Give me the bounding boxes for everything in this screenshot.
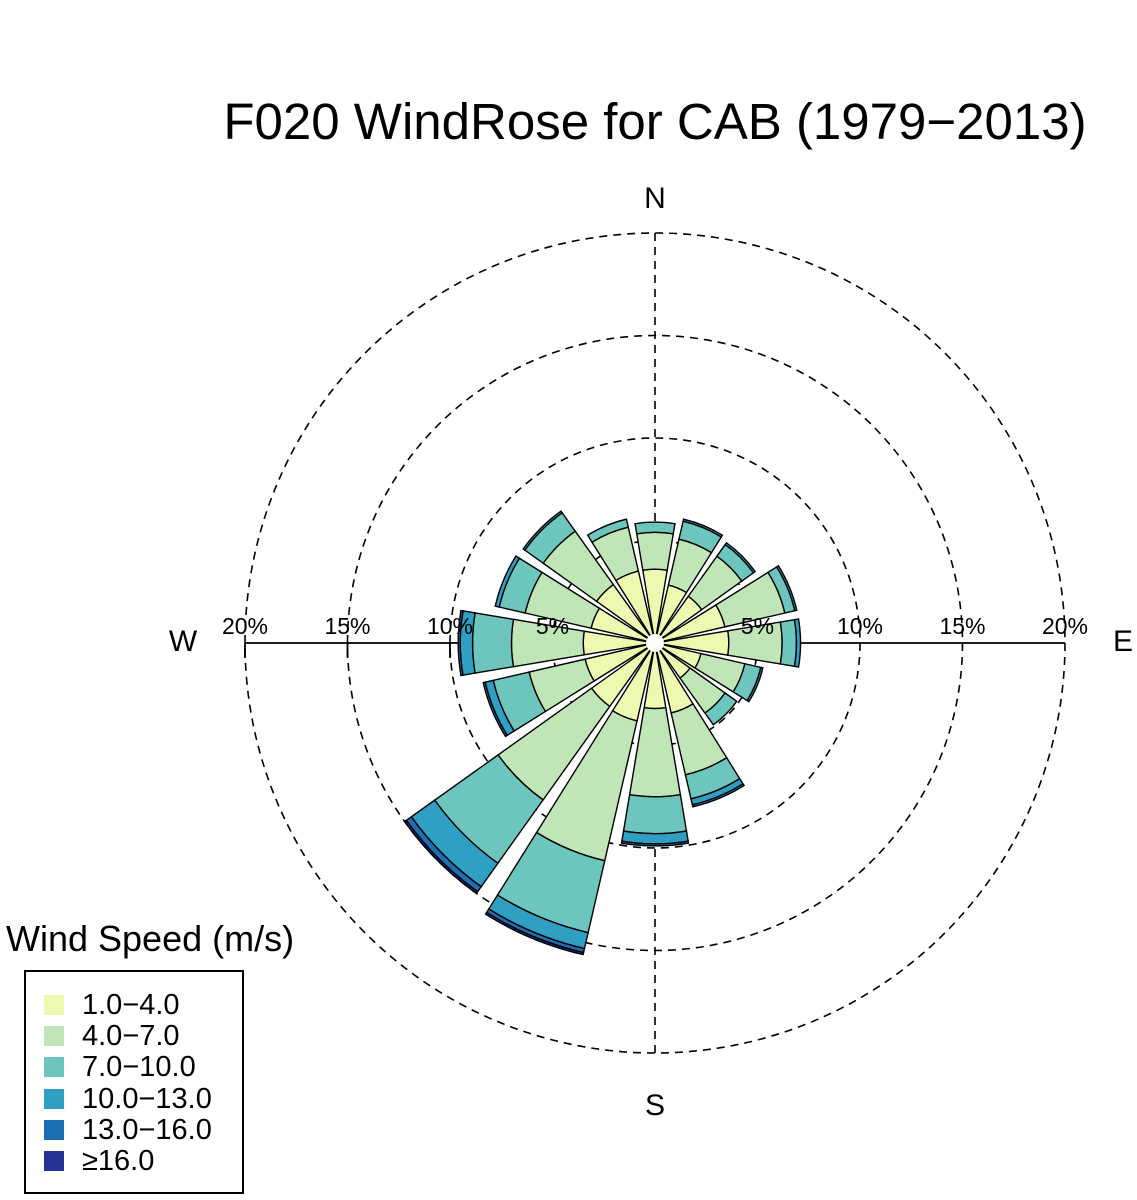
petal bbox=[482, 642, 656, 738]
petal bbox=[457, 609, 656, 677]
petal-segment bbox=[403, 819, 479, 895]
petal bbox=[620, 642, 690, 847]
chart-title: F020 WindRose for CAB (1979−2013) bbox=[223, 93, 1087, 150]
legend-label: 7.0−10.0 bbox=[82, 1051, 196, 1083]
petal-segment bbox=[793, 618, 802, 668]
petal bbox=[654, 618, 802, 668]
radial-tick-label: 5% bbox=[536, 613, 569, 639]
petal-segment bbox=[471, 612, 515, 674]
compass-label: S bbox=[645, 1089, 665, 1122]
petal-segment bbox=[779, 618, 798, 668]
petal bbox=[654, 642, 738, 726]
petal bbox=[654, 564, 798, 644]
legend-label: 10.0−13.0 bbox=[82, 1083, 212, 1115]
radial-tick-label: 15% bbox=[939, 613, 985, 639]
legend-label: ≥16.0 bbox=[82, 1145, 155, 1177]
petal bbox=[654, 642, 746, 808]
legend-label: 1.0−4.0 bbox=[82, 989, 180, 1021]
petal-segment bbox=[482, 681, 509, 738]
petal bbox=[484, 642, 656, 956]
petal-segment bbox=[704, 692, 738, 726]
petals bbox=[403, 510, 802, 956]
petal bbox=[634, 521, 676, 644]
petal-segment bbox=[622, 793, 688, 835]
petal bbox=[654, 518, 724, 644]
petal bbox=[654, 642, 764, 703]
petal-segment bbox=[484, 911, 585, 956]
petal bbox=[522, 510, 656, 644]
petal-segment bbox=[691, 782, 746, 808]
radial-tick-label: 20% bbox=[222, 613, 268, 639]
rose-hub bbox=[646, 634, 664, 652]
radial-tick-label: 15% bbox=[324, 613, 370, 639]
petal-segment bbox=[775, 564, 798, 612]
petal-segment bbox=[522, 510, 564, 552]
legend-label: 4.0−7.0 bbox=[82, 1020, 180, 1052]
petal bbox=[494, 555, 656, 644]
legend-swatch bbox=[44, 995, 64, 1015]
petal bbox=[403, 642, 656, 895]
compass-label: E bbox=[1113, 625, 1133, 658]
petal-segment bbox=[620, 840, 690, 847]
petal-segment bbox=[494, 555, 521, 608]
legend-swatch bbox=[44, 1089, 64, 1109]
petal-segment bbox=[634, 521, 676, 535]
radial-tick-label: 5% bbox=[741, 613, 774, 639]
petal-segment bbox=[746, 666, 764, 703]
radial-tick-label: 10% bbox=[427, 613, 473, 639]
petal-segment bbox=[724, 541, 757, 574]
petal-segment bbox=[682, 518, 724, 538]
legend-swatch bbox=[44, 1120, 64, 1140]
compass-labels: N E S W bbox=[169, 182, 1133, 1122]
legend: 1.0−4.0 4.0−7.0 7.0−10.0 10.0−13.0 13.0−… bbox=[24, 970, 244, 1194]
petal bbox=[654, 541, 757, 644]
compass-label: N bbox=[644, 182, 666, 215]
legend-title: Wind Speed (m/s) bbox=[6, 918, 295, 959]
legend-swatch bbox=[44, 1026, 64, 1046]
petal-segment bbox=[457, 609, 464, 677]
radial-tick-labels: 5% 5% 10% 10% 15% 15% 20% 20% bbox=[222, 613, 1088, 639]
radial-tick-label: 20% bbox=[1042, 613, 1088, 639]
petal-segment bbox=[586, 518, 630, 544]
compass-label: W bbox=[169, 625, 198, 658]
legend-label: 13.0−16.0 bbox=[82, 1114, 212, 1146]
legend-swatch bbox=[44, 1151, 64, 1171]
petal bbox=[586, 518, 656, 644]
radial-tick-label: 10% bbox=[837, 613, 883, 639]
petal-segment bbox=[635, 531, 675, 572]
legend-swatch bbox=[44, 1057, 64, 1077]
